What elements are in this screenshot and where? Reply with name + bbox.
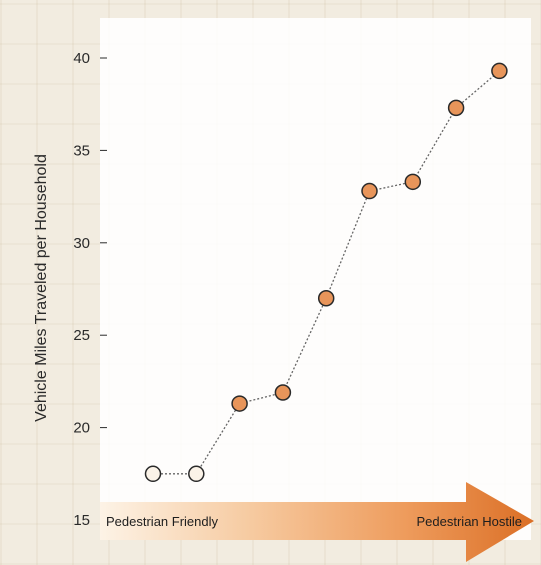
y-tick-label: 40: [73, 50, 90, 67]
data-point: [144, 465, 162, 483]
direction-arrow: [100, 482, 534, 562]
y-axis-ticks: 15 20 25 30 35 40: [73, 50, 107, 529]
y-tick-label: 20: [73, 420, 90, 437]
plot-area: [100, 18, 531, 540]
y-tick-label: 15: [73, 512, 90, 529]
data-point: [317, 289, 335, 307]
x-label-right: Pedestrian Hostile: [417, 514, 523, 529]
y-tick-label: 25: [73, 327, 90, 344]
data-point: [231, 395, 248, 412]
data-point: [274, 384, 292, 401]
data-point: [491, 62, 508, 80]
y-tick-label: 35: [73, 142, 90, 159]
data-points: [144, 62, 508, 483]
data-point: [361, 182, 378, 200]
data-point: [447, 99, 465, 117]
data-point: [404, 173, 422, 191]
x-label-left: Pedestrian Friendly: [106, 514, 218, 529]
y-axis-title: Vehicle Miles Traveled per Household: [33, 154, 50, 422]
data-point: [188, 465, 205, 483]
y-tick-label: 30: [73, 235, 90, 252]
